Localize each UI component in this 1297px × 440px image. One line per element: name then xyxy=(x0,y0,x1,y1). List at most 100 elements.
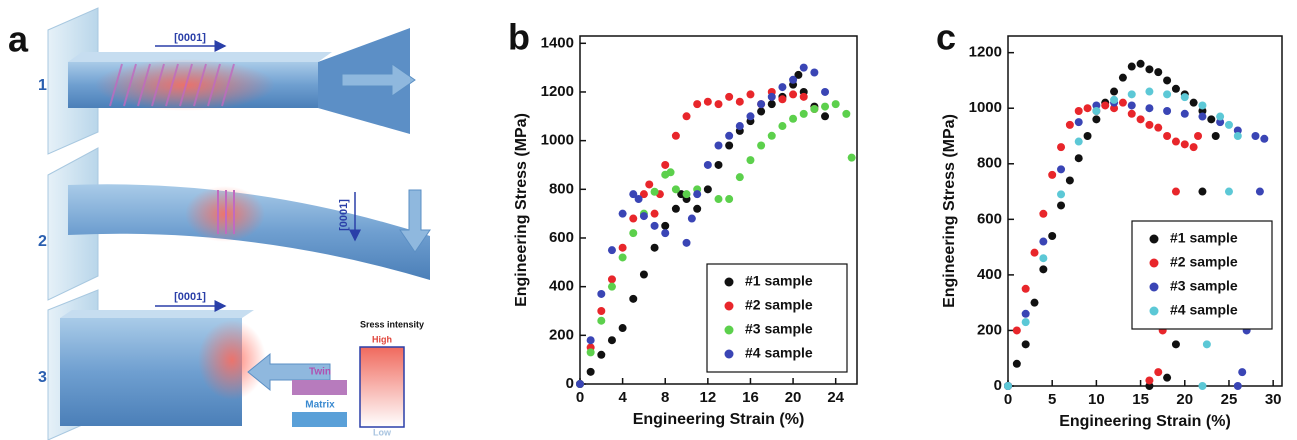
data-point xyxy=(1039,254,1048,263)
twins xyxy=(217,190,235,234)
data-point xyxy=(1145,65,1154,74)
data-point xyxy=(1189,98,1198,107)
data-point xyxy=(629,229,638,238)
panel-label: b xyxy=(508,17,530,58)
legend-title: Sress intensity xyxy=(360,319,424,329)
data-point xyxy=(607,282,616,291)
data-point xyxy=(1202,340,1211,349)
data-point xyxy=(1127,90,1136,99)
legend-marker xyxy=(724,301,734,311)
data-point xyxy=(1136,115,1145,124)
x-tick-label: 30 xyxy=(1265,391,1282,408)
data-point xyxy=(576,380,584,388)
data-point xyxy=(607,275,616,284)
plot-frame xyxy=(1007,35,1283,387)
data-point xyxy=(1118,73,1127,82)
data-point xyxy=(666,168,675,177)
data-point xyxy=(671,185,680,194)
data-point xyxy=(607,336,616,345)
data-point xyxy=(1163,76,1172,85)
data-point xyxy=(725,195,734,204)
data-point xyxy=(1194,132,1203,140)
data-point xyxy=(618,243,627,252)
data-point xyxy=(1171,84,1180,93)
data-point xyxy=(671,131,680,140)
data-point xyxy=(1189,143,1198,152)
data-point xyxy=(757,100,766,109)
data-point xyxy=(1092,101,1101,110)
y-tick-label: 800 xyxy=(549,180,574,197)
data-point xyxy=(842,109,851,118)
data-point xyxy=(1145,376,1154,385)
x-tick-label: 20 xyxy=(785,389,802,406)
data-point xyxy=(1180,109,1189,118)
twin-swatch xyxy=(292,380,347,395)
data-point xyxy=(1198,107,1207,115)
data-point xyxy=(767,92,776,101)
data-point xyxy=(1154,68,1163,77)
data-point xyxy=(1154,123,1163,132)
data-point xyxy=(778,95,787,104)
x-tick-label: 25 xyxy=(1221,391,1238,408)
legend-label: #4 sample xyxy=(1170,302,1238,318)
data-point xyxy=(810,105,819,114)
data-point xyxy=(629,214,638,223)
legend-label: #4 sample xyxy=(745,345,813,361)
data-point xyxy=(1136,59,1145,68)
data-point xyxy=(1039,237,1048,246)
data-point xyxy=(1127,101,1136,110)
data-point xyxy=(1048,232,1057,240)
data-point xyxy=(1198,382,1207,390)
data-point xyxy=(639,212,648,221)
data-point xyxy=(1101,101,1110,110)
data-point xyxy=(1198,101,1207,110)
data-point xyxy=(639,190,648,199)
data-point xyxy=(1163,90,1172,99)
data-point xyxy=(645,180,654,189)
data-point xyxy=(1154,368,1163,377)
data-point xyxy=(1216,118,1225,127)
data-point xyxy=(1207,115,1216,124)
data-point xyxy=(597,306,606,315)
row-number: 2 xyxy=(38,233,47,250)
y-axis-label: Engineering Stress (MPa) xyxy=(941,114,958,308)
data-point xyxy=(799,109,808,118)
data-point xyxy=(1065,120,1074,129)
y-tick-label: 600 xyxy=(549,229,574,246)
panel-label: a xyxy=(8,19,29,60)
data-point xyxy=(1233,132,1242,140)
data-point xyxy=(1021,318,1030,327)
data-point xyxy=(1145,104,1154,113)
data-point xyxy=(1127,109,1136,118)
data-point xyxy=(1145,120,1154,129)
arrow xyxy=(399,189,431,253)
data-point xyxy=(1260,134,1269,143)
data-point xyxy=(1163,107,1172,115)
data-point xyxy=(1171,340,1180,349)
x-tick-label: 20 xyxy=(1176,391,1193,408)
y-tick-label: 600 xyxy=(977,210,1002,227)
data-point xyxy=(1092,115,1101,124)
data-point xyxy=(661,221,670,230)
x-axis-label: Engineering Strain (%) xyxy=(633,411,805,428)
data-point xyxy=(1074,107,1083,115)
data-point xyxy=(831,100,840,109)
data-point xyxy=(1012,359,1021,368)
x-tick-label: 16 xyxy=(742,389,759,406)
data-point xyxy=(1255,187,1264,196)
legend-marker xyxy=(1149,258,1159,268)
stress-glow xyxy=(198,320,266,400)
data-point xyxy=(1065,176,1074,185)
data-point xyxy=(778,122,787,131)
x-tick-label: 0 xyxy=(1004,391,1012,408)
data-point xyxy=(1127,62,1136,71)
legend-label: #2 sample xyxy=(745,297,813,313)
data-point xyxy=(1074,154,1083,163)
data-point xyxy=(799,63,808,72)
data-point xyxy=(629,294,638,303)
legend-marker xyxy=(724,349,734,359)
data-point xyxy=(746,112,755,121)
data-point xyxy=(821,102,830,111)
data-point xyxy=(693,100,702,109)
data-point xyxy=(671,204,680,213)
